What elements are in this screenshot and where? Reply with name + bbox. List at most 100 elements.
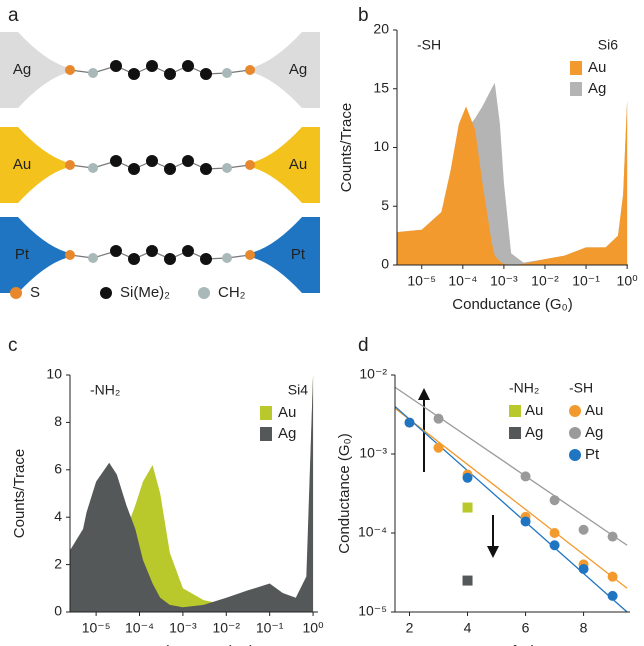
y-tick-label: 10⁻³ xyxy=(359,445,387,461)
panel-label: b xyxy=(358,5,369,26)
y-tick-label: 4 xyxy=(54,508,62,524)
electrode xyxy=(0,127,66,203)
chart: -NH₂ Au Ag -SH Au Ag Pt 10⁻⁵ 10⁻⁴ 10⁻³ 10⁻² 2 4 6 8 # o… xyxy=(336,366,630,646)
atom xyxy=(128,68,140,80)
legend-marker xyxy=(569,405,581,417)
legend-label: Au xyxy=(588,59,606,76)
legend-title: -NH₂ xyxy=(509,380,539,396)
x-tick-label: 10⁻⁴ xyxy=(448,273,477,289)
point xyxy=(520,516,531,527)
point xyxy=(462,472,473,483)
y-tick-label: 8 xyxy=(54,413,62,429)
point xyxy=(549,540,560,551)
y-tick-label: 10⁻² xyxy=(359,366,387,382)
point xyxy=(607,531,618,542)
electrode xyxy=(254,127,320,203)
y-axis-label: Conductance (G₀) xyxy=(336,433,353,553)
atom xyxy=(222,163,232,173)
atom xyxy=(110,155,122,167)
atom xyxy=(110,60,122,72)
annotation: -SH xyxy=(417,37,441,53)
panel-label: a xyxy=(8,5,19,26)
legend-marker xyxy=(260,427,272,441)
fit-line xyxy=(394,405,628,613)
atom xyxy=(245,65,255,75)
atom xyxy=(164,163,176,175)
area xyxy=(70,375,314,612)
y-axis-label: Counts/Trace xyxy=(338,103,355,192)
legend-title: Si6 xyxy=(598,37,618,53)
legend-title: -SH xyxy=(569,380,593,396)
x-tick-label: 8 xyxy=(580,620,588,636)
y-tick-label: 10 xyxy=(46,366,62,382)
y-tick-label: 10⁻⁴ xyxy=(358,524,387,540)
arrow-head xyxy=(487,546,499,558)
x-axis-label: Conductance (G₀) xyxy=(134,643,254,646)
point xyxy=(462,575,473,586)
atom xyxy=(182,60,194,72)
atom xyxy=(182,155,194,167)
atom xyxy=(65,160,75,170)
x-tick-label: 10⁻⁵ xyxy=(407,273,436,289)
panel-label: d xyxy=(358,335,369,356)
legend-label: Pt xyxy=(585,446,600,463)
atom xyxy=(182,245,194,257)
legend-marker xyxy=(10,287,22,299)
legend-title: Si4 xyxy=(288,382,308,398)
electrode-label: Pt xyxy=(15,246,30,263)
point xyxy=(462,502,473,513)
x-tick-label: 10⁰ xyxy=(617,273,639,289)
panel-label: c xyxy=(8,335,18,356)
legend-marker xyxy=(569,449,581,461)
electrode-label: Au xyxy=(13,156,31,173)
atom xyxy=(200,68,212,80)
point xyxy=(404,417,415,428)
atom xyxy=(222,253,232,263)
atom xyxy=(65,65,75,75)
y-tick-label: 6 xyxy=(54,461,62,477)
legend-label: S xyxy=(30,284,40,301)
legend-marker xyxy=(570,82,582,96)
legend-label: Ag xyxy=(525,424,543,441)
point xyxy=(433,442,444,453)
bond xyxy=(69,160,251,170)
legend-label: Si(Me)₂ xyxy=(120,284,170,301)
atom xyxy=(245,160,255,170)
x-tick-label: 10⁻⁵ xyxy=(82,620,111,636)
atom xyxy=(128,163,140,175)
atom xyxy=(164,68,176,80)
bond xyxy=(69,65,251,75)
atom xyxy=(200,163,212,175)
y-tick-label: 5 xyxy=(381,197,389,213)
electrode xyxy=(254,32,320,108)
legend-marker xyxy=(198,287,210,299)
electrode-label: Ag xyxy=(289,61,307,78)
electrode-label: Ag xyxy=(13,61,31,78)
atom xyxy=(65,250,75,260)
x-tick-label: 2 xyxy=(406,620,414,636)
legend-marker xyxy=(569,427,581,439)
atom xyxy=(164,253,176,265)
area xyxy=(397,100,628,265)
legend-marker xyxy=(260,406,272,420)
x-tick-label: 6 xyxy=(522,620,530,636)
schematic: Ag Ag Au Au Pt Pt S Si(Me)₂ CH₂ xyxy=(0,32,320,301)
electrode xyxy=(0,32,66,108)
y-tick-label: 20 xyxy=(373,21,389,37)
atom xyxy=(88,68,98,78)
legend-label: Ag xyxy=(585,424,603,441)
y-tick-label: 10⁻⁵ xyxy=(358,603,387,619)
atom xyxy=(146,60,158,72)
arrow-head xyxy=(418,388,430,400)
legend-marker xyxy=(509,427,521,439)
x-axis-label: # of Si xyxy=(491,643,534,646)
legend-label: CH₂ xyxy=(218,284,246,301)
atom xyxy=(222,68,232,78)
point xyxy=(578,524,589,535)
legend-label: Au xyxy=(525,402,543,419)
bond xyxy=(69,250,251,260)
x-tick-label: 10⁻³ xyxy=(490,273,518,289)
x-tick-label: 10⁻² xyxy=(531,273,559,289)
point xyxy=(549,495,560,506)
arrows xyxy=(418,388,499,558)
